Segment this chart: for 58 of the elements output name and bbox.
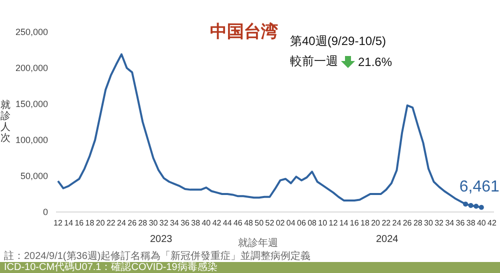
x-tick-label: 48: [244, 218, 254, 228]
x-tick-label: 18: [360, 218, 370, 228]
chart-title: 中国台湾: [210, 21, 278, 43]
text: 2024: [376, 234, 398, 245]
x-tick-label: 12: [54, 218, 63, 228]
x-tick-label: 16: [74, 218, 84, 228]
y-tick-label: 150,000: [15, 99, 48, 110]
x-tick-label: 22: [106, 218, 116, 228]
x-tick-label: 28: [413, 218, 423, 228]
y-tick-label: 200,000: [15, 63, 48, 74]
text: 註：2024/9/1(第36週)起修訂名稱為「新冠併發重症」並調整病例定義: [4, 250, 311, 262]
x-tick-label: 24: [392, 218, 402, 228]
x-tick-label: 14: [64, 218, 74, 228]
x-tick-label: 42: [488, 218, 497, 228]
x-tick-label: 30: [424, 218, 434, 228]
y-tick-label: 0: [42, 207, 48, 218]
x-tick-label: 38: [191, 218, 201, 228]
text: 2023: [150, 234, 172, 245]
x-tick-label: 16: [350, 218, 360, 228]
x-tick-label: 22: [382, 218, 392, 228]
x-tick-label: 06: [297, 218, 306, 228]
x-tick-label: 26: [402, 218, 412, 228]
x-tick-label: 28: [138, 218, 148, 228]
x-tick-label: 36: [180, 218, 190, 228]
data-label: 6,461: [459, 178, 500, 196]
y-tick-label: 100,000: [15, 135, 48, 146]
x-tick-label: 04: [286, 218, 296, 228]
y-tick-label: 250,000: [15, 27, 48, 38]
text: ICD-10-CM代碼U07.1：確認COVID-19病毒感染: [0, 262, 500, 273]
x-tick-label: 14: [339, 218, 349, 228]
x-tick-label: 52: [265, 218, 275, 228]
x-tick-label: 44: [222, 218, 232, 228]
x-tick-label: 24: [117, 218, 127, 228]
x-tick-label: 26: [128, 218, 138, 228]
x-tick-label: 40: [202, 218, 212, 228]
y-tick-label: 50,000: [20, 171, 48, 182]
x-tick-label: 10: [318, 218, 328, 228]
x-tick-label: 42: [212, 218, 222, 228]
x-tick-label: 08: [308, 218, 318, 228]
x-tick-label: 18: [85, 218, 95, 228]
text: 較前一週 21.6%: [290, 54, 392, 68]
x-tick-label: 32: [434, 218, 444, 228]
x-tick-label: 32: [159, 218, 169, 228]
x-tick-label: 50: [254, 218, 264, 228]
x-tick-label: 30: [148, 218, 158, 228]
x-axis-title: 就診年週: [238, 236, 278, 250]
x-tick-label: 36: [456, 218, 466, 228]
x-tick-label: 46: [234, 218, 243, 228]
x-tick-label: 02: [276, 218, 286, 228]
x-tick-label: 40: [476, 218, 486, 228]
x-tick-label: 20: [96, 218, 106, 228]
x-tick-label: 38: [466, 218, 476, 228]
y-axis-title: 就診人次: [0, 100, 11, 144]
chart-subtitle: 第40週(9/29-10/5): [290, 33, 386, 50]
x-tick-label: 34: [170, 218, 180, 228]
x-tick-label: 20: [371, 218, 381, 228]
x-tick-label: 34: [445, 218, 455, 228]
x-tick-label: 12: [328, 218, 338, 228]
